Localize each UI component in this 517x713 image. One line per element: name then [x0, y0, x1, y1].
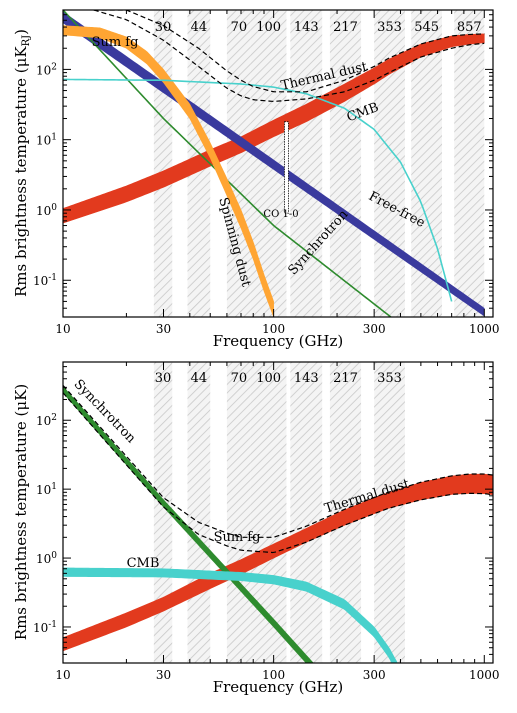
plot-frame-bottom	[62, 361, 494, 664]
ticks-bottom: 10 30 100 300 1000 10-1 100 101 102	[33, 361, 500, 682]
x-tick-label: 10	[55, 668, 70, 682]
band-label-143: 143	[294, 20, 319, 35]
y-tick-label: 101	[36, 133, 57, 148]
x-axis-label-bottom: Frequency (GHz)	[213, 678, 344, 696]
plot-frame-top	[62, 9, 494, 318]
x-tick-label: 300	[363, 668, 386, 682]
y-tick-label: 101	[36, 482, 57, 497]
series-synchrotron	[63, 385, 314, 663]
annotation-sum-fg: Sum fg	[214, 530, 261, 545]
band-353	[374, 362, 405, 663]
series-sum-fg-hi	[93, 10, 485, 93]
annotation-sum-fg: Sum fg	[92, 35, 139, 50]
band-label-70: 70	[231, 371, 248, 386]
y-axis-label-top: Rms brightness temperature (μKRJ)	[12, 29, 32, 297]
band-label-857: 857	[457, 20, 482, 35]
y-axis-label-top-sub: RJ	[21, 35, 32, 47]
band-143	[290, 362, 323, 663]
chart-top: 30 44 70 100 143 217 353 545 857 10 30 100 300 10001…	[12, 9, 500, 350]
y-axis-label-top-close: )	[12, 29, 30, 35]
band-label-44: 44	[191, 20, 208, 35]
series-thermal-dust	[63, 33, 485, 224]
series-sum-fg-hi	[63, 385, 493, 538]
series-spinning-dust	[63, 25, 274, 317]
band-label-100: 100	[256, 20, 281, 35]
x-tick-label: 1000	[469, 668, 500, 682]
y-tick-label: 100	[36, 203, 57, 218]
y-tick-label: 102	[36, 62, 57, 77]
x-tick-label: 100	[262, 668, 285, 682]
series-sum-fg-lo	[63, 392, 493, 554]
series-top	[63, 10, 485, 317]
y-tick-label: 10-1	[33, 620, 57, 635]
band-label-217: 217	[333, 371, 358, 386]
band-label-353: 353	[377, 20, 402, 35]
series-bottom	[63, 385, 493, 663]
co-line-marker	[284, 121, 289, 214]
y-tick-label: 10-1	[33, 273, 57, 288]
x-tick-label: 10	[55, 322, 70, 336]
x-tick-label: 30	[156, 322, 171, 336]
x-tick-label: 100	[262, 322, 285, 336]
ticks-top: 10 30 100 300 1000 10-1 100 101 102	[33, 9, 500, 336]
band-label-100: 100	[256, 371, 281, 386]
band-label-353: 353	[377, 371, 402, 386]
band-label-70: 70	[231, 20, 248, 35]
series-cmb	[63, 78, 453, 302]
band-label-143: 143	[294, 371, 319, 386]
x-tick-label: 300	[363, 322, 386, 336]
x-tick-label: 30	[156, 668, 171, 682]
annotation-cmb: CMB	[127, 556, 160, 571]
band-143	[290, 10, 323, 317]
band-44	[187, 362, 211, 663]
band-label-545: 545	[414, 20, 439, 35]
band-857	[454, 10, 485, 317]
chart-bottom: 30 44 70 100 143 217 353 10 30 100 300 1000 10-1 100…	[12, 361, 500, 696]
y-axis-label-top-main: Rms brightness temperature (μK	[12, 46, 30, 297]
annotation-co-1-0: CO 1-0	[263, 209, 298, 220]
band-label-217: 217	[333, 20, 358, 35]
band-label-30: 30	[155, 20, 172, 35]
band-100	[250, 362, 287, 663]
band-30	[153, 362, 173, 663]
band-labels-top: 30 44 70 100 143 217 353 545 857	[155, 20, 482, 35]
y-axis-label-bottom: Rms brightness temperature (μK)	[12, 384, 30, 640]
band-label-44: 44	[191, 371, 208, 386]
series-sum-fg-lo	[93, 10, 485, 102]
band-70	[226, 362, 251, 663]
y-tick-label: 100	[36, 551, 57, 566]
band-labels-bottom: 30 44 70 100 143 217 353	[155, 371, 402, 386]
series-cmb	[63, 567, 398, 663]
band-label-30: 30	[155, 371, 172, 386]
y-tick-label: 102	[36, 413, 57, 428]
band-217	[329, 10, 362, 317]
band-70	[226, 10, 251, 317]
x-tick-label: 1000	[469, 322, 500, 336]
band-30	[153, 10, 173, 317]
x-axis-label-top: Frequency (GHz)	[213, 332, 344, 350]
